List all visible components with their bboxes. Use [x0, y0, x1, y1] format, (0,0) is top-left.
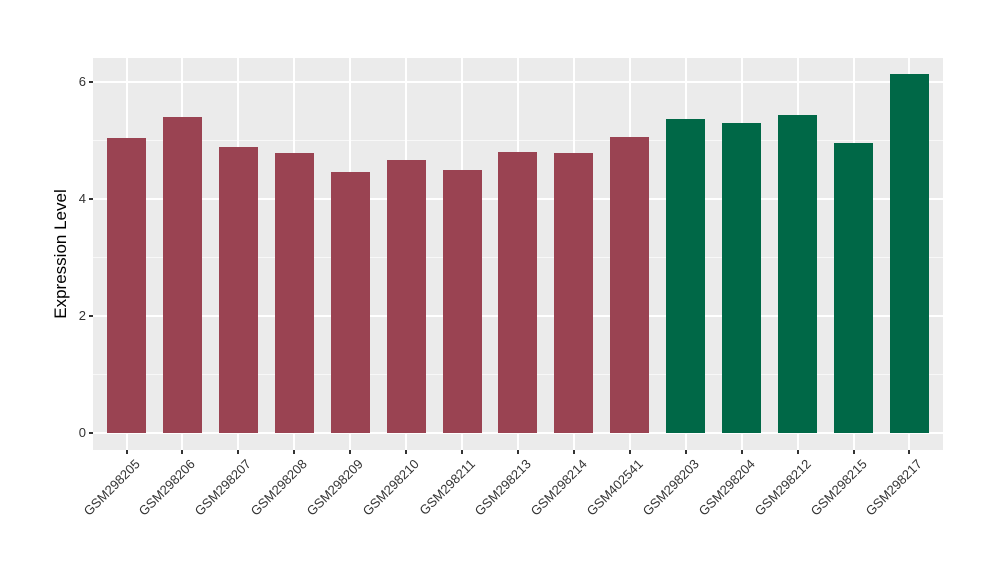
bar-GSM298214: [554, 152, 594, 433]
x-tick-mark: [405, 450, 408, 454]
x-tick-mark: [796, 450, 799, 454]
x-tick-label-GSM298208: GSM298208: [248, 456, 311, 519]
plot-panel: [93, 58, 943, 450]
bar-GSM298210: [386, 160, 426, 433]
x-tick-label-GSM298211: GSM298211: [416, 456, 478, 518]
x-tick-mark: [628, 450, 631, 454]
x-tick-mark: [684, 450, 687, 454]
bar-GSM298217: [889, 74, 929, 433]
x-tick-label-GSM298203: GSM298203: [639, 456, 702, 519]
bar-GSM298206: [162, 116, 202, 433]
bar-GSM298204: [722, 123, 762, 433]
x-tick-label-GSM298213: GSM298213: [471, 456, 534, 519]
y-tick-mark: [89, 80, 93, 83]
x-tick-mark: [461, 450, 464, 454]
y-tick-label-2: 2: [78, 307, 86, 323]
x-tick-mark: [740, 450, 743, 454]
y-axis-title: Expression Level: [51, 189, 70, 319]
x-tick-label-GSM298207: GSM298207: [192, 456, 255, 519]
x-tick-label-GSM298206: GSM298206: [136, 456, 199, 519]
x-tick-mark: [572, 450, 575, 454]
x-tick-mark: [516, 450, 519, 454]
y-tick-label-4: 4: [78, 190, 86, 206]
bar-GSM298215: [834, 142, 874, 433]
bar-GSM298212: [778, 115, 818, 433]
x-tick-mark: [125, 450, 128, 454]
x-tick-label-GSM298215: GSM298215: [807, 456, 870, 519]
x-tick-mark: [237, 450, 240, 454]
bar-GSM298213: [498, 151, 538, 433]
x-tick-mark: [852, 450, 855, 454]
x-tick-label-GSM298205: GSM298205: [80, 456, 143, 519]
x-tick-label-GSM298217: GSM298217: [863, 456, 926, 519]
x-tick-mark: [181, 450, 184, 454]
x-tick-mark: [908, 450, 911, 454]
y-tick-mark: [89, 197, 93, 200]
bar-GSM298208: [274, 152, 314, 433]
x-tick-label-GSM402541: GSM402541: [583, 456, 646, 519]
bar-GSM298205: [107, 138, 147, 433]
bar-GSM298211: [442, 170, 482, 433]
x-tick-label-GSM298212: GSM298212: [751, 456, 814, 519]
bar-GSM298207: [218, 147, 258, 433]
x-tick-label-GSM298210: GSM298210: [359, 456, 423, 519]
x-tick-mark: [349, 450, 352, 454]
bar-GSM298209: [330, 171, 370, 433]
x-tick-label-GSM298214: GSM298214: [527, 456, 590, 519]
y-tick-label-0: 0: [78, 425, 86, 440]
x-tick-label-GSM298204: GSM298204: [695, 456, 758, 519]
x-tick-mark: [293, 450, 296, 454]
bar-GSM298203: [666, 119, 706, 433]
x-tick-label-GSM298209: GSM298209: [303, 456, 367, 519]
y-tick-label-6: 6: [78, 73, 86, 89]
bar-GSM402541: [610, 136, 650, 433]
y-tick-mark: [89, 314, 93, 317]
y-tick-mark: [89, 432, 93, 434]
